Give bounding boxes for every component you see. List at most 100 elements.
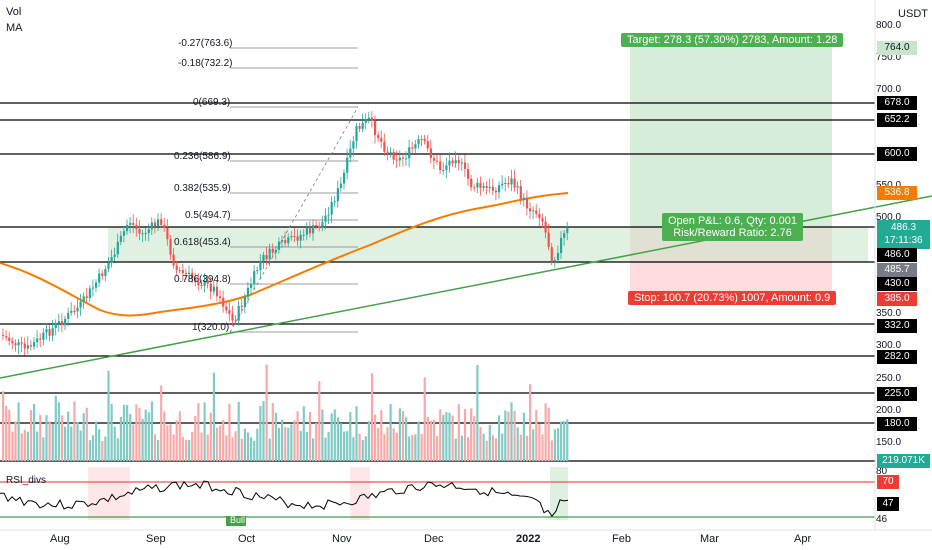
bull-badge [226, 516, 246, 526]
volume-bar [473, 416, 476, 461]
volume-bar [150, 401, 153, 461]
stop-label[interactable]: Stop: 100.7 (20.73%) 1007, Amount: 0.9 [628, 291, 837, 305]
candle-body [473, 187, 476, 189]
candle-body [20, 342, 23, 344]
volume-bar [250, 437, 253, 461]
volume-bar [113, 426, 116, 461]
candle-body [380, 138, 383, 142]
candle-body [392, 151, 395, 160]
volume-bar [135, 404, 138, 461]
candle-body [82, 296, 85, 302]
candle-body [246, 287, 250, 298]
volume-bar [432, 419, 436, 461]
candle-body [157, 219, 160, 227]
candlesticks[interactable] [2, 111, 569, 356]
tick-750: 750.0 [876, 52, 902, 63]
pnl-label[interactable]: Open P&L: 0.6, Qty: 0.001 Risk/Reward Ra… [662, 213, 804, 241]
volume-bar [48, 421, 51, 461]
volume-bar [429, 420, 432, 461]
volume-bar [423, 377, 426, 461]
ma-line[interactable] [0, 192, 569, 317]
candle-body [147, 229, 150, 234]
candle-body [550, 247, 553, 262]
candle-body [57, 321, 60, 324]
badge-282: 282.0 [877, 350, 917, 364]
candle-body [358, 126, 361, 129]
candle-body [398, 157, 401, 161]
candle-body [560, 237, 563, 254]
fib-label-0: 0(669.3) [193, 97, 231, 108]
candle-body [181, 270, 184, 273]
volume-bar [535, 409, 538, 461]
volume-bar [268, 438, 271, 461]
volume-bar [178, 411, 181, 461]
tick-500: 500.0 [876, 212, 902, 223]
candle-body [284, 240, 287, 244]
candle-body [327, 214, 330, 216]
candle-body [88, 288, 91, 299]
candle-body [212, 286, 215, 292]
candle-body [367, 117, 370, 120]
volume-bar [98, 429, 101, 461]
volume-bar [439, 409, 442, 461]
candle-body [2, 335, 5, 337]
volume-bar [116, 438, 119, 461]
volume-bar [538, 424, 541, 461]
volume-bar [482, 433, 485, 461]
volume-bar [498, 415, 501, 461]
volume-bars[interactable] [2, 364, 569, 461]
rsi-line[interactable] [0, 480, 569, 518]
candle-body [324, 215, 327, 222]
candle-body [135, 224, 138, 230]
volume-bar [126, 405, 129, 461]
volume-bar [305, 432, 308, 461]
volume-bar [312, 438, 315, 461]
candle-body [423, 139, 426, 142]
candle-body [448, 160, 451, 166]
volume-bar [206, 434, 209, 461]
badge-430: 430.0 [877, 277, 917, 291]
candle-body [209, 283, 212, 292]
candle-body [374, 120, 377, 136]
volume-bar [67, 411, 70, 461]
tick-80: 80 [876, 466, 888, 477]
candle-body [48, 329, 51, 336]
volume-bar [451, 415, 454, 461]
volume-bar [308, 411, 312, 461]
candle-body [467, 168, 470, 179]
volume-bar [157, 440, 160, 461]
candle-body [107, 262, 110, 270]
tick-300: 300.0 [876, 340, 902, 351]
target-zone[interactable] [630, 47, 832, 227]
candle-body [281, 240, 284, 242]
volume-bar [560, 421, 563, 461]
volume-bar [349, 412, 352, 461]
candle-body [330, 201, 333, 215]
volume-bar [119, 416, 122, 461]
fib-label-0236: 0.236(586.9) [174, 151, 231, 162]
volume-bar [259, 406, 262, 461]
candle-body [113, 254, 116, 258]
volume-bar [11, 431, 14, 461]
candle-body [439, 161, 442, 171]
candle-body [191, 272, 194, 279]
candle-body [364, 119, 367, 123]
tick-200: 200.0 [876, 405, 902, 416]
candle-body [262, 254, 265, 261]
tick-550: 550.0 [876, 180, 932, 191]
candle-body [60, 321, 64, 326]
volume-bar [485, 440, 488, 461]
candle-body [333, 201, 336, 203]
candle-body [529, 208, 532, 212]
target-label[interactable]: Target: 278.3 (57.30%) 2783, Amount: 1.2… [621, 33, 844, 47]
badge-486: 486.0 [877, 248, 917, 262]
volume-bar [194, 415, 197, 461]
volume-bar [563, 421, 566, 461]
candle-body [129, 222, 132, 225]
candle-body [318, 226, 321, 229]
volume-bar [566, 419, 569, 461]
candle-body [197, 281, 200, 286]
volume-bar [491, 435, 494, 461]
candle-body [460, 162, 463, 164]
